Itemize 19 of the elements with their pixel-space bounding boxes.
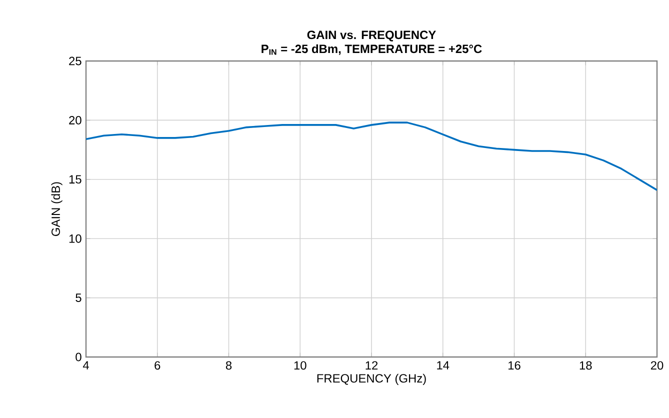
x-tick-label: 16 [508, 361, 520, 370]
y-axis-title: GAIN (dB) [51, 182, 62, 236]
chart-title: GAIN vs. FREQUENCY [307, 30, 436, 42]
x-axis-title: FREQUENCY (GHz) [317, 374, 426, 385]
x-tick-label: 6 [154, 361, 160, 370]
y-tick-label: 10 [69, 234, 82, 243]
x-tick-label: 14 [437, 361, 450, 370]
chart-subtitle: P$_{IN}$ = -25 dBm, TEMPERATURE = +25°C [262, 44, 482, 55]
y-tick-label: 5 [76, 294, 82, 302]
y-tick-label: 25 [69, 56, 82, 66]
x-tick-label: 8 [226, 361, 232, 370]
x-tick-label: 20 [650, 361, 664, 370]
y-tick-label: 15 [69, 175, 82, 184]
y-tick-label: 0 [76, 352, 82, 362]
x-tick-label: 12 [366, 361, 378, 370]
y-tick-label: 20 [69, 116, 82, 124]
x-tick-label: 10 [294, 361, 306, 370]
x-tick-label: 4 [82, 361, 89, 370]
x-tick-label: 18 [580, 361, 592, 370]
